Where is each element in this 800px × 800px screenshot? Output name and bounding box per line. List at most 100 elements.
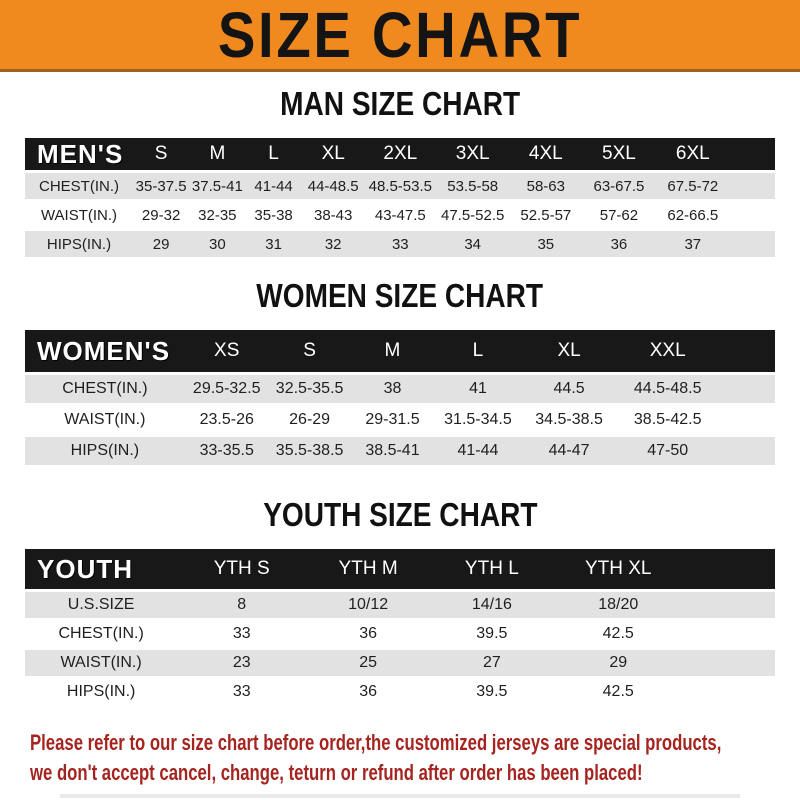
spacer-cell xyxy=(682,549,775,589)
men-value-cell: 63-67.5 xyxy=(582,173,656,199)
women-value-cell: 38.5-42.5 xyxy=(616,406,719,434)
men-value-cell: 48.5-53.5 xyxy=(364,173,436,199)
men-value-cell: 35-38 xyxy=(245,202,302,228)
spacer-cell xyxy=(682,621,775,647)
men-section-heading: MAN SIZE CHART xyxy=(0,87,800,120)
spacer-cell xyxy=(718,375,775,403)
men-value-cell: 35 xyxy=(509,231,583,257)
women-value-cell: 26-29 xyxy=(268,406,351,434)
youth-value-cell: 14/16 xyxy=(429,592,554,618)
women-table-row: WAIST(IN.) 23.5-26 26-29 29-31.5 31.5-34.5 34… xyxy=(25,406,775,434)
men-value-cell: 67.5-72 xyxy=(655,173,730,199)
youth-group-label: YOUTH xyxy=(25,549,178,589)
men-column-header: S xyxy=(133,138,190,170)
youth-value-cell: 25 xyxy=(306,650,430,676)
youth-section-heading: YOUTH SIZE CHART xyxy=(0,498,800,531)
size-chart-sections: MAN SIZE CHART MEN'S S M L XL 2XL 3XL 4XL 5XL 6XL C… xyxy=(0,87,800,708)
women-value-cell: 44.5-48.5 xyxy=(616,375,719,403)
women-value-cell: 38 xyxy=(350,375,435,403)
men-value-cell: 29-32 xyxy=(133,202,190,228)
men-value-cell: 37.5-41 xyxy=(189,173,246,199)
men-table-row: WAIST(IN.) 29-32 32-35 35-38 38-43 43-47.5 47.… xyxy=(25,202,775,228)
youth-value-cell: 23 xyxy=(177,650,307,676)
women-value-cell: 41 xyxy=(434,375,522,403)
women-column-header: S xyxy=(268,330,351,372)
youth-value-cell: 36 xyxy=(306,679,430,705)
youth-value-cell: 10/12 xyxy=(306,592,430,618)
women-size-table: WOMEN'S XS S M L XL XXL CHEST(IN.) 29.5-32.5 32.5… xyxy=(25,327,775,468)
men-row-label: HIPS(IN.) xyxy=(25,231,133,257)
women-value-cell: 29-31.5 xyxy=(350,406,435,434)
men-value-cell: 37 xyxy=(655,231,730,257)
men-value-cell: 32 xyxy=(301,231,365,257)
spacer-cell xyxy=(682,679,775,705)
men-column-header: 2XL xyxy=(364,138,436,170)
women-value-cell: 41-44 xyxy=(434,437,522,465)
men-row-label: CHEST(IN.) xyxy=(25,173,133,199)
youth-column-header: YTH S xyxy=(177,549,307,589)
youth-value-cell: 18/20 xyxy=(553,592,683,618)
men-column-header: 6XL xyxy=(655,138,730,170)
women-row-label: HIPS(IN.) xyxy=(25,437,185,465)
youth-value-cell: 27 xyxy=(429,650,554,676)
banner: SIZE CHART xyxy=(0,0,800,72)
youth-section-title: YOUTH SIZE CHART xyxy=(262,496,538,533)
spacer-cell xyxy=(729,173,775,199)
footer-note: Please refer to our size chart before or… xyxy=(30,728,800,788)
men-value-cell: 44-48.5 xyxy=(301,173,365,199)
women-section-title: WOMEN SIZE CHART xyxy=(256,277,544,314)
women-column-header: M xyxy=(350,330,435,372)
women-header-row: WOMEN'S XS S M L XL XXL xyxy=(25,330,775,372)
men-value-cell: 57-62 xyxy=(582,202,656,228)
women-value-cell: 44-47 xyxy=(521,437,617,465)
men-value-cell: 38-43 xyxy=(301,202,365,228)
youth-size-table: YOUTH YTH S YTH M YTH L YTH XL U.S.SIZE 8 10/12… xyxy=(25,546,775,708)
spacer-cell xyxy=(718,437,775,465)
women-column-header: XXL xyxy=(616,330,719,372)
youth-column-header: YTH M xyxy=(306,549,430,589)
banner-title: SIZE CHART xyxy=(217,0,583,71)
women-value-cell: 31.5-34.5 xyxy=(434,406,522,434)
men-size-table: MEN'S S M L XL 2XL 3XL 4XL 5XL 6XL CHEST(IN.) 35-37… xyxy=(25,135,775,260)
youth-value-cell: 29 xyxy=(553,650,683,676)
men-table-row: CHEST(IN.) 35-37.5 37.5-41 41-44 44-48.5 48.5… xyxy=(25,173,775,199)
women-row-label: CHEST(IN.) xyxy=(25,375,185,403)
youth-value-cell: 39.5 xyxy=(429,621,554,647)
women-group-label: WOMEN'S xyxy=(25,330,185,372)
youth-value-cell: 42.5 xyxy=(553,679,683,705)
women-column-header: L xyxy=(434,330,522,372)
youth-value-cell: 33 xyxy=(177,621,307,647)
men-value-cell: 36 xyxy=(582,231,656,257)
spacer-cell xyxy=(729,202,775,228)
men-column-header: 3XL xyxy=(435,138,510,170)
spacer-cell xyxy=(718,406,775,434)
men-group-label: MEN'S xyxy=(25,138,133,170)
youth-row-label: U.S.SIZE xyxy=(25,592,178,618)
men-column-header: XL xyxy=(301,138,365,170)
youth-column-header: YTH L xyxy=(429,549,554,589)
women-column-header: XS xyxy=(184,330,269,372)
men-value-cell: 33 xyxy=(364,231,436,257)
spacer-cell xyxy=(682,650,775,676)
youth-column-header: YTH XL xyxy=(553,549,683,589)
women-value-cell: 33-35.5 xyxy=(184,437,269,465)
men-value-cell: 62-66.5 xyxy=(655,202,730,228)
youth-value-cell: 36 xyxy=(306,621,430,647)
men-column-header: 4XL xyxy=(509,138,583,170)
women-row-label: WAIST(IN.) xyxy=(25,406,185,434)
men-value-cell: 31 xyxy=(245,231,302,257)
spacer-cell xyxy=(729,231,775,257)
men-value-cell: 43-47.5 xyxy=(364,202,436,228)
youth-table-row: U.S.SIZE 8 10/12 14/16 18/20 xyxy=(25,592,775,618)
youth-header-row: YOUTH YTH S YTH M YTH L YTH XL xyxy=(25,549,775,589)
footer-line-1: Please refer to our size chart before or… xyxy=(30,730,722,755)
youth-row-label: CHEST(IN.) xyxy=(25,621,178,647)
women-table-row: HIPS(IN.) 33-35.5 35.5-38.5 38.5-41 41-44 44-… xyxy=(25,437,775,465)
youth-value-cell: 39.5 xyxy=(429,679,554,705)
youth-row-label: WAIST(IN.) xyxy=(25,650,178,676)
men-row-label: WAIST(IN.) xyxy=(25,202,133,228)
women-value-cell: 23.5-26 xyxy=(184,406,269,434)
men-value-cell: 32-35 xyxy=(189,202,246,228)
youth-table-row: HIPS(IN.) 33 36 39.5 42.5 xyxy=(25,679,775,705)
